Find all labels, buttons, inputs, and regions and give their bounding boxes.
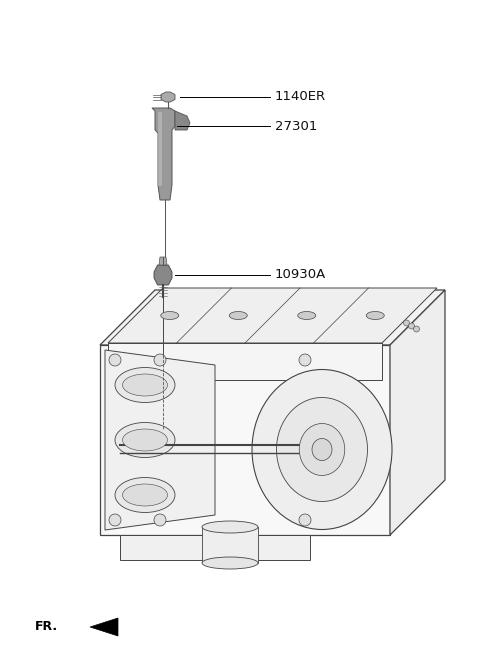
Polygon shape (159, 257, 167, 265)
Circle shape (299, 514, 311, 526)
Ellipse shape (161, 311, 179, 319)
Text: FR.: FR. (35, 620, 58, 633)
Circle shape (408, 323, 415, 329)
Ellipse shape (276, 397, 368, 501)
Ellipse shape (202, 521, 258, 533)
Circle shape (109, 354, 121, 366)
Polygon shape (90, 618, 118, 636)
Polygon shape (161, 92, 175, 102)
Ellipse shape (299, 424, 345, 476)
Polygon shape (108, 343, 382, 380)
Ellipse shape (122, 429, 168, 451)
Ellipse shape (312, 438, 332, 461)
Text: 1140ER: 1140ER (275, 91, 326, 104)
Ellipse shape (122, 374, 168, 396)
Circle shape (154, 514, 166, 526)
Polygon shape (108, 288, 437, 343)
Ellipse shape (252, 369, 392, 530)
Text: 10930A: 10930A (275, 269, 326, 281)
Polygon shape (175, 111, 190, 130)
Polygon shape (390, 290, 445, 535)
Circle shape (109, 514, 121, 526)
Ellipse shape (229, 311, 247, 319)
Polygon shape (152, 108, 175, 200)
Ellipse shape (115, 422, 175, 457)
Ellipse shape (115, 367, 175, 403)
Ellipse shape (115, 478, 175, 512)
Ellipse shape (122, 484, 168, 506)
Ellipse shape (366, 311, 384, 319)
Polygon shape (120, 535, 310, 560)
Circle shape (404, 320, 409, 326)
Polygon shape (100, 345, 390, 535)
Ellipse shape (298, 311, 316, 319)
Text: 27301: 27301 (275, 120, 317, 133)
Circle shape (413, 326, 420, 332)
Polygon shape (202, 527, 258, 563)
Polygon shape (100, 290, 445, 345)
Polygon shape (158, 112, 162, 186)
Polygon shape (105, 350, 215, 530)
Circle shape (299, 354, 311, 366)
Circle shape (154, 354, 166, 366)
Ellipse shape (202, 557, 258, 569)
Polygon shape (154, 265, 172, 285)
